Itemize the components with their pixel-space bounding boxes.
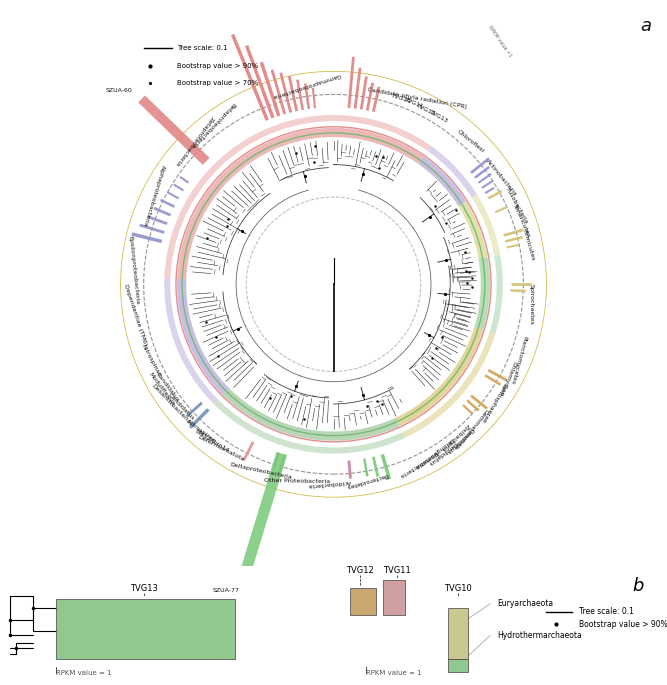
- Text: Spirochaetes: Spirochaetes: [528, 284, 534, 325]
- Text: Other Proteobacteria: Other Proteobacteria: [264, 478, 330, 484]
- Text: TVG12: TVG12: [346, 566, 374, 575]
- Wedge shape: [490, 255, 503, 334]
- Text: Betaproteobacteria: Betaproteobacteria: [189, 101, 235, 149]
- Text: Euryarchaeota: Euryarchaeota: [497, 599, 553, 608]
- Text: Nitrospirae: Nitrospirae: [185, 419, 216, 444]
- Wedge shape: [304, 115, 431, 151]
- Text: RPKM value =1: RPKM value =1: [488, 25, 513, 58]
- Text: Candidatus
Desantisbacteria: Candidatus Desantisbacteria: [151, 379, 195, 425]
- Text: Dependentiae (TM6): Dependentiae (TM6): [123, 284, 148, 346]
- Text: Candidate phyla radiation (CPR): Candidate phyla radiation (CPR): [368, 87, 468, 110]
- Bar: [383, 580, 406, 614]
- Text: Hydrothermarchaeota: Hydrothermarchaeota: [497, 631, 582, 640]
- Text: TVG13: TVG13: [428, 110, 449, 124]
- Wedge shape: [214, 399, 311, 452]
- Text: Tree scale: 0.1: Tree scale: 0.1: [177, 45, 227, 51]
- Text: Candidatus
Zixibacteria: Candidatus Zixibacteria: [440, 423, 474, 456]
- Text: BMS3Abin14: BMS3Abin14: [194, 429, 230, 454]
- Text: Actinobacteria: Actinobacteria: [485, 158, 518, 197]
- Text: Bootstrap value > 70%: Bootstrap value > 70%: [177, 80, 258, 86]
- Text: TVG12: TVG12: [416, 103, 437, 116]
- Text: Candidatus
Moduliflexus: Candidatus Moduliflexus: [147, 369, 180, 406]
- Wedge shape: [306, 128, 424, 164]
- Text: Planctomycetes: Planctomycetes: [509, 335, 527, 384]
- Text: Chloroflexi: Chloroflexi: [456, 129, 486, 154]
- Text: Fusobacteria: Fusobacteria: [504, 187, 528, 225]
- Text: Ignavibacteria: Ignavibacteria: [398, 449, 440, 478]
- Text: TVG10: TVG10: [444, 584, 472, 593]
- Text: Alphaproteobacteria: Alphaproteobacteria: [142, 164, 166, 227]
- Text: TVG11: TVG11: [384, 566, 411, 575]
- Text: Gemmatimonas: Gemmatimonas: [454, 407, 489, 449]
- Text: Epsilonproteobacteria: Epsilonproteobacteria: [127, 236, 139, 306]
- Text: Lentisphaerae: Lentisphaerae: [480, 382, 507, 423]
- Wedge shape: [164, 278, 218, 404]
- Wedge shape: [472, 195, 500, 256]
- Text: Deltaproteobacteria: Deltaproteobacteria: [230, 462, 293, 480]
- Text: Tree scale: 0.1: Tree scale: 0.1: [579, 607, 634, 616]
- Wedge shape: [177, 279, 229, 395]
- Wedge shape: [311, 418, 400, 440]
- Wedge shape: [474, 257, 490, 330]
- Wedge shape: [164, 118, 305, 279]
- Text: SZUA-77: SZUA-77: [213, 588, 239, 593]
- Wedge shape: [396, 327, 483, 426]
- Bar: [56, 599, 235, 659]
- Bar: [448, 659, 468, 672]
- Bar: [448, 608, 468, 659]
- Text: RPKM value = 1: RPKM value = 1: [366, 670, 422, 676]
- Wedge shape: [418, 156, 466, 206]
- Bar: [350, 588, 376, 614]
- Text: Tenericutes: Tenericutes: [512, 203, 531, 238]
- Wedge shape: [310, 432, 405, 453]
- Text: TVG11: TVG11: [404, 97, 425, 110]
- Text: Gammaproteobacteria: Gammaproteobacteria: [271, 72, 342, 99]
- Text: Zetaproteobacteria: Zetaproteobacteria: [173, 115, 215, 167]
- Wedge shape: [223, 388, 313, 439]
- Text: Bootstrap value > 90%: Bootstrap value > 90%: [579, 620, 667, 629]
- Text: Deferrisomatota: Deferrisomatota: [197, 435, 245, 462]
- Wedge shape: [177, 130, 308, 279]
- Text: TVG10: TVG10: [390, 93, 412, 104]
- Text: SZUA-60: SZUA-60: [105, 88, 132, 92]
- Text: Acidobacteria: Acidobacteria: [307, 479, 351, 487]
- Text: Candidatus
DeIongbacteria: Candidatus DeIongbacteria: [414, 436, 458, 474]
- Text: Bootstrap value > 90%: Bootstrap value > 90%: [177, 63, 258, 69]
- Text: RPKM value = 1: RPKM value = 1: [56, 670, 111, 676]
- Text: Nitrospinae: Nitrospinae: [140, 344, 161, 378]
- Wedge shape: [458, 201, 488, 259]
- Text: Firmicutes: Firmicutes: [521, 229, 535, 262]
- Text: TVG13: TVG13: [130, 584, 158, 593]
- Wedge shape: [402, 332, 496, 438]
- Text: Chlamydiae: Chlamydiae: [498, 360, 518, 397]
- Text: b: b: [632, 577, 644, 595]
- Wedge shape: [427, 146, 477, 198]
- Text: Bacteroidetes: Bacteroidetes: [346, 472, 389, 488]
- Text: a: a: [640, 18, 652, 36]
